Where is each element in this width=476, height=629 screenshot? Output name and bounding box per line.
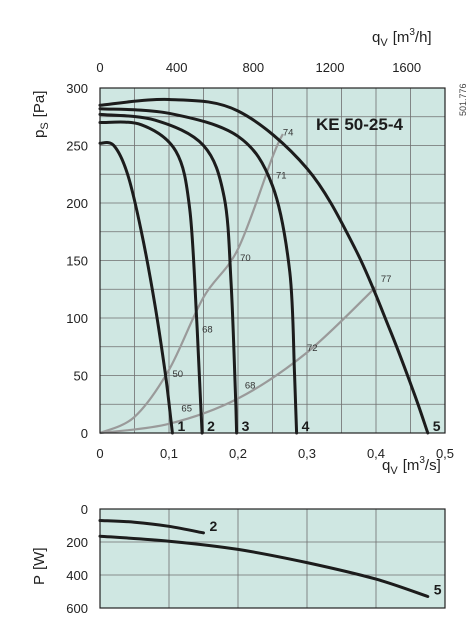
power-curve-label: 2 (210, 518, 218, 534)
point-label: 77 (381, 274, 392, 285)
point-label: 72 (307, 343, 318, 354)
point-label: 65 (181, 404, 192, 415)
point-label: 74 (283, 128, 294, 139)
fan-curve-3 (98, 112, 239, 435)
x-tick-label: 0,3 (298, 446, 316, 461)
x-tick-label: 0,4 (367, 446, 385, 461)
y-tick-label: 0 (81, 426, 88, 441)
x-tick-label: 0 (96, 446, 103, 461)
top-tick-label: 800 (242, 60, 264, 75)
pressure-chart: 74 71 70 68 50 65 68 72 77 1 2 3 4 5 0 0,1 0,2 0,3 0,4 0,… (31, 27, 468, 477)
curve-label: 5 (433, 418, 441, 434)
y-tick-label: 250 (66, 139, 88, 154)
point-label: 68 (202, 324, 213, 335)
system-curve (99, 133, 284, 435)
point-labels: 74 71 70 68 50 65 68 72 77 (172, 128, 391, 415)
y-tick-labels: 0 50 100 150 200 250 300 (66, 81, 88, 441)
power-curve-labels: 25 (210, 518, 442, 598)
top-tick-labels: 0 400 800 1200 1600 (96, 60, 421, 75)
curve-labels: 1 2 3 4 5 (177, 418, 440, 434)
power-y-tick-label: 0 (81, 502, 88, 517)
curve-label: 2 (207, 418, 215, 434)
x-tick-labels: 0 0,1 0,2 0,3 0,4 0,5 (96, 446, 454, 461)
top-tick-label: 400 (166, 60, 188, 75)
power-y-tick-label: 200 (66, 535, 88, 550)
x-tick-label: 0,2 (229, 446, 247, 461)
top-tick-label: 0 (96, 60, 103, 75)
point-label: 68 (245, 381, 256, 392)
power-grid (100, 509, 445, 608)
chart-title: KE 50-25-4 (316, 115, 403, 134)
power-curves (98, 519, 430, 598)
power-curve-label: 5 (434, 581, 442, 597)
pressure-plot-frame (99, 87, 446, 434)
power-y-axis-label: P[W] (31, 547, 48, 585)
curve-label: 1 (177, 418, 185, 434)
point-label: 71 (276, 170, 287, 181)
y-axis-label: pS[Pa] (31, 91, 51, 138)
top-tick-label: 1600 (392, 60, 421, 75)
x-axis-label: qV [m3/s] (382, 455, 441, 477)
curve-label: 4 (302, 418, 310, 434)
point-label: 50 (172, 369, 183, 380)
fan-curve-1 (98, 141, 174, 435)
point-label: 70 (240, 253, 251, 264)
power-y-tick-label: 600 (66, 601, 88, 616)
y-tick-label: 100 (66, 311, 88, 326)
fan-curve-5 (98, 97, 430, 435)
top-axis-label: qV [m3/h] (372, 27, 432, 49)
fan-curves (98, 97, 430, 435)
fan-curve-4 (98, 107, 299, 435)
power-y-tick-labels: 0 200 400 600 (66, 502, 88, 616)
x-tick-label: 0,1 (160, 446, 178, 461)
x-tick-label: 0,5 (436, 446, 454, 461)
power-curve-2 (98, 519, 205, 535)
power-y-tick-label: 400 (66, 568, 88, 583)
power-plot-frame (99, 508, 446, 609)
y-tick-label: 150 (66, 254, 88, 269)
power-curve-5 (98, 534, 430, 598)
top-tick-label: 1200 (316, 60, 345, 75)
side-code: 501.776 (458, 83, 468, 116)
y-tick-label: 200 (66, 196, 88, 211)
y-tick-label: 50 (74, 369, 88, 384)
curve-label: 3 (242, 418, 250, 434)
y-tick-label: 300 (66, 81, 88, 96)
system-curves (99, 133, 377, 435)
system-curve (99, 286, 377, 435)
fan-curve-2 (98, 120, 204, 435)
